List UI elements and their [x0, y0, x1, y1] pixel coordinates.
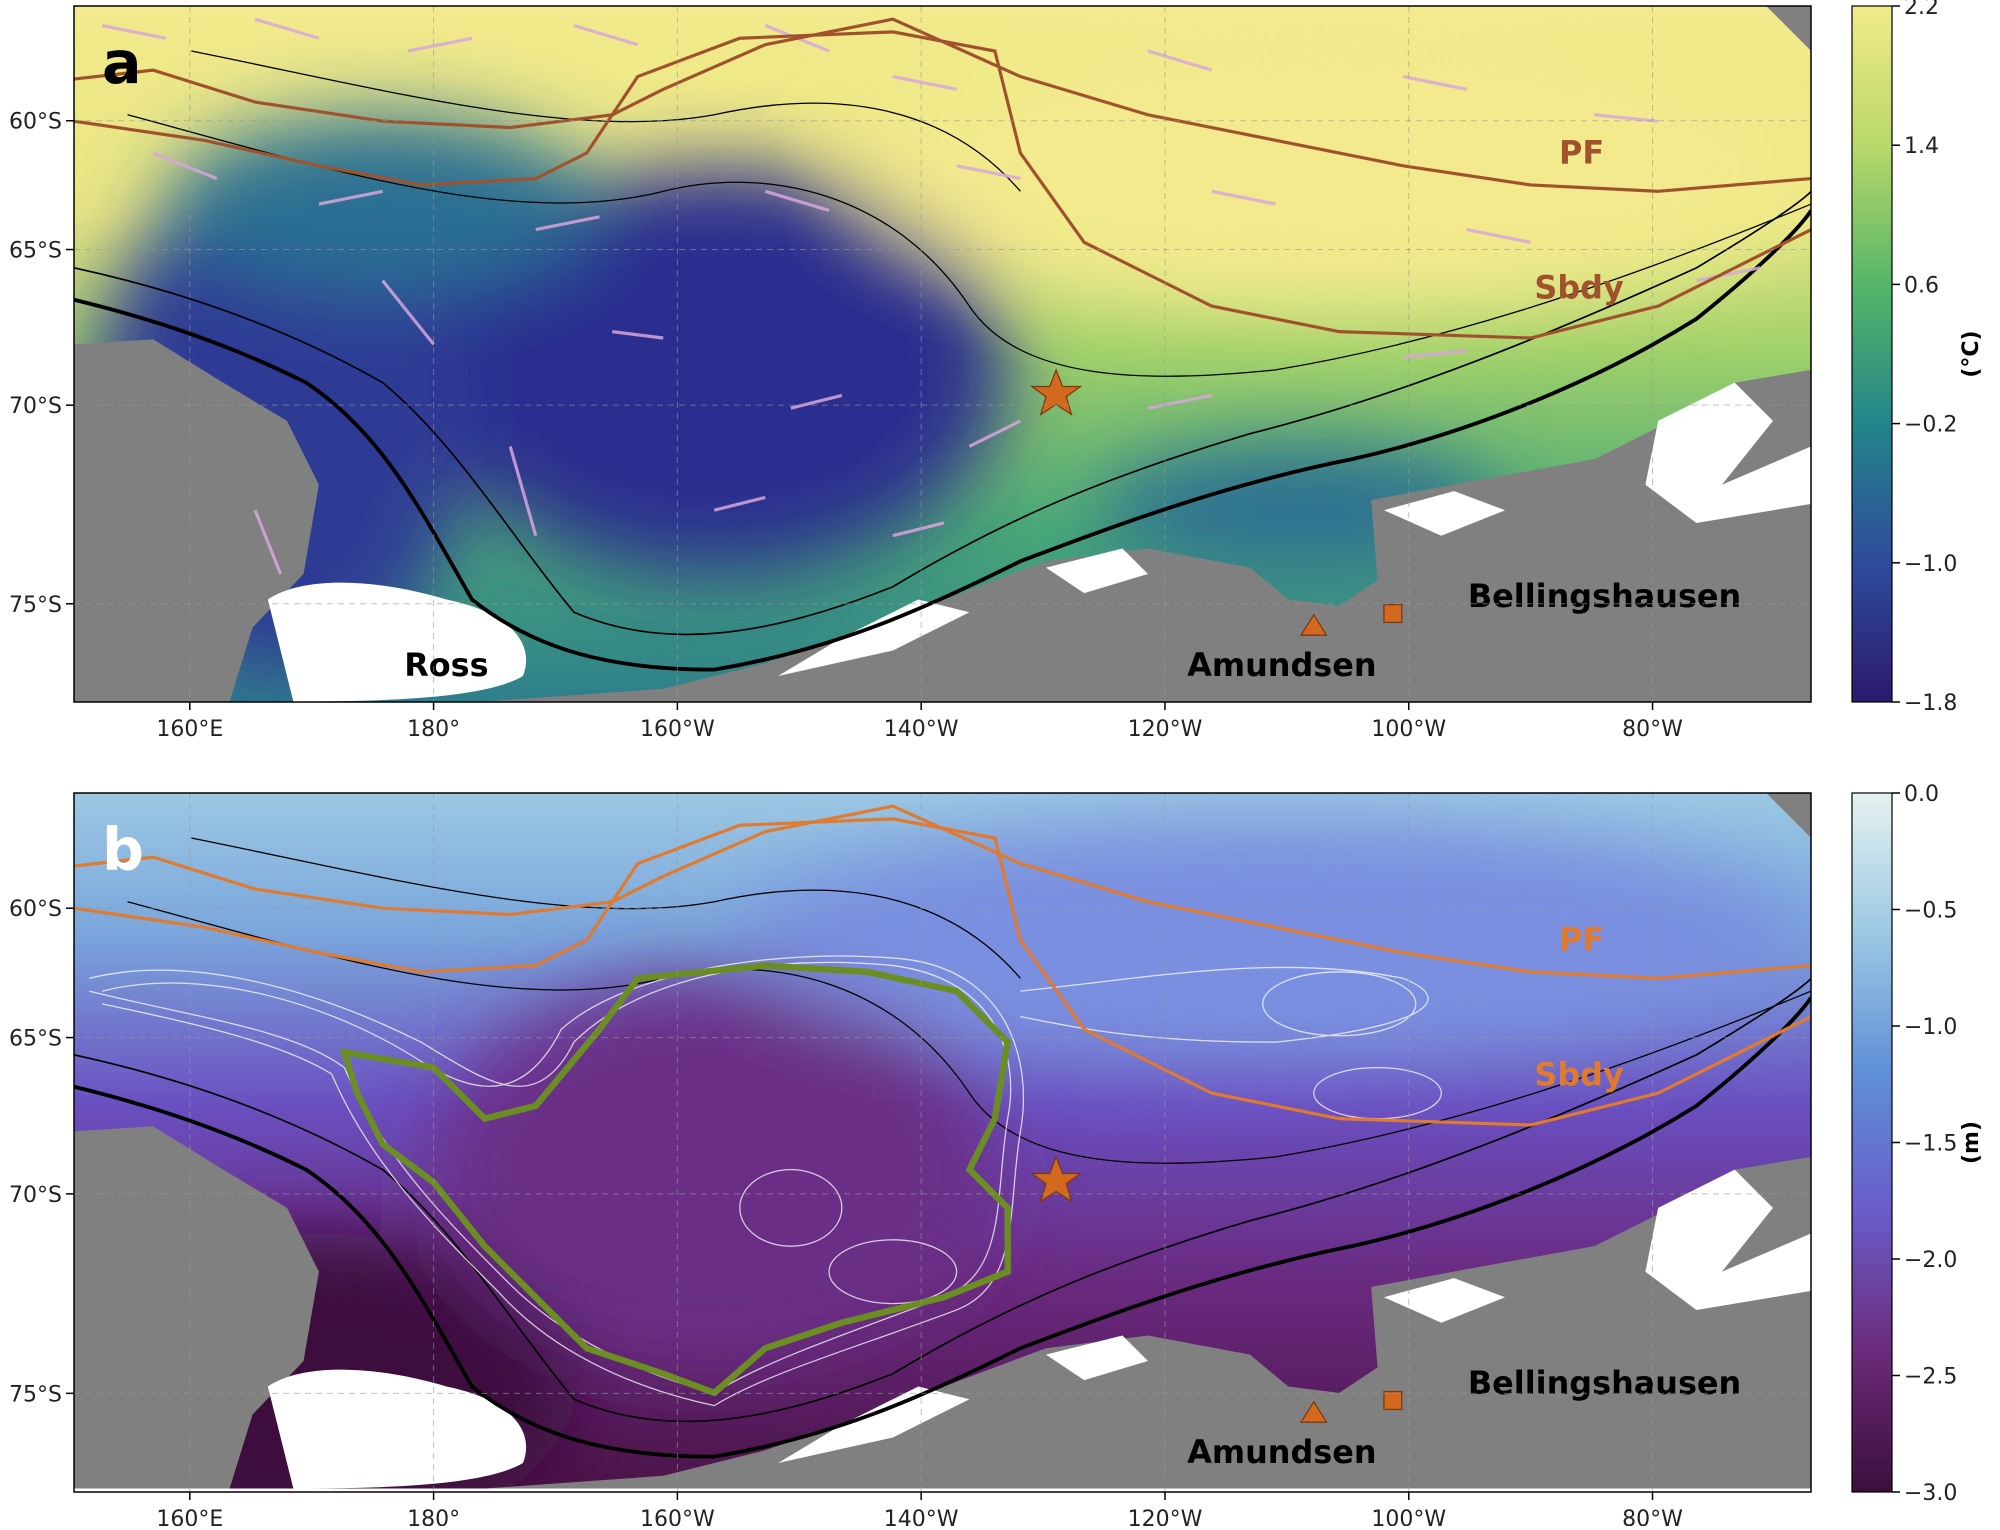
gyre-contour	[339, 962, 1012, 1397]
x-tick-label: 100°W	[1371, 717, 1446, 742]
colorbar-tick-label: 0.0	[1904, 782, 1939, 807]
panel-b-map	[73, 793, 1812, 1489]
colorbar-tick-label: −0.2	[1904, 413, 1957, 438]
front-label: PF	[1559, 133, 1604, 171]
colorbar-tick-label: −1.0	[1904, 1015, 1957, 1040]
colorbar-label: (m)	[1959, 1121, 1984, 1164]
y-tick-label: 60°S	[9, 110, 62, 135]
y-tick-label: 65°S	[9, 239, 62, 264]
x-tick-label: 180°	[407, 717, 460, 742]
panel-a-map	[73, 6, 1812, 702]
x-tick-label: 160°W	[640, 1507, 715, 1526]
star-marker	[1029, 1155, 1083, 1204]
y-tick-label: 75°S	[9, 1382, 62, 1407]
colorbar-tick-label: −3.0	[1904, 1481, 1957, 1506]
y-tick-label: 70°S	[9, 394, 62, 419]
x-tick-label: 140°W	[884, 1507, 959, 1526]
x-tick-label: 100°W	[1371, 1507, 1446, 1526]
place-label: Ross	[404, 646, 488, 684]
square-marker	[1383, 1390, 1403, 1411]
colorbar	[1851, 792, 1893, 1493]
panel-b-text: b Ross Amundsen Bellingshausen PF Sbdy	[102, 816, 1741, 1471]
triangle-marker	[1299, 1400, 1328, 1423]
x-tick-label: 160°E	[156, 717, 223, 742]
colorbar-tick-label: 0.6	[1904, 273, 1939, 298]
x-tick-label: 120°W	[1128, 1507, 1203, 1526]
place-label: Ross	[404, 1433, 488, 1471]
x-tick-label: 140°W	[884, 717, 959, 742]
axes-frame	[73, 792, 1812, 1493]
x-tick-label: 80°W	[1622, 717, 1683, 742]
front-label: Sbdy	[1534, 268, 1624, 306]
axes-frame	[73, 5, 1812, 703]
y-tick-label: 60°S	[9, 897, 62, 922]
star-marker	[1029, 368, 1083, 417]
colorbar-tick-label: −1.5	[1904, 1132, 1957, 1157]
panel-a-text: a Ross Amundsen Bellingshausen PF Sbdy	[102, 29, 1741, 684]
colorbar-tick-label: −2.5	[1904, 1365, 1957, 1390]
panel-label: b	[102, 816, 144, 884]
y-tick-label: 70°S	[9, 1183, 62, 1208]
x-tick-label: 80°W	[1622, 1507, 1683, 1526]
colorbar-tick-label: 2.2	[1904, 0, 1939, 20]
place-label: Amundsen	[1187, 646, 1376, 684]
colorbar-label: (°C)	[1959, 330, 1984, 377]
panel-label: a	[102, 29, 142, 97]
front-label: PF	[1559, 920, 1604, 958]
y-tick-label: 65°S	[9, 1027, 62, 1052]
y-tick-label: 75°S	[9, 593, 62, 618]
colorbar-tick-label: −2.0	[1904, 1248, 1957, 1273]
triangle-marker	[1299, 613, 1328, 636]
colorbar-tick-label: −1.8	[1904, 691, 1957, 716]
x-tick-label: 120°W	[1128, 717, 1203, 742]
colorbar-tick-label: −0.5	[1904, 899, 1957, 924]
place-label: Bellingshausen	[1468, 577, 1741, 615]
x-tick-label: 160°W	[640, 717, 715, 742]
place-label: Amundsen	[1187, 1433, 1376, 1471]
colorbar-tick-label: 1.4	[1904, 134, 1939, 159]
square-marker	[1383, 603, 1403, 624]
front-label: Sbdy	[1534, 1055, 1624, 1093]
x-tick-label: 180°	[407, 1507, 460, 1526]
x-tick-label: 160°E	[156, 1507, 223, 1526]
colorbar-tick-label: −1.0	[1904, 552, 1957, 577]
colorbar	[1851, 5, 1893, 703]
place-label: Bellingshausen	[1468, 1364, 1741, 1402]
